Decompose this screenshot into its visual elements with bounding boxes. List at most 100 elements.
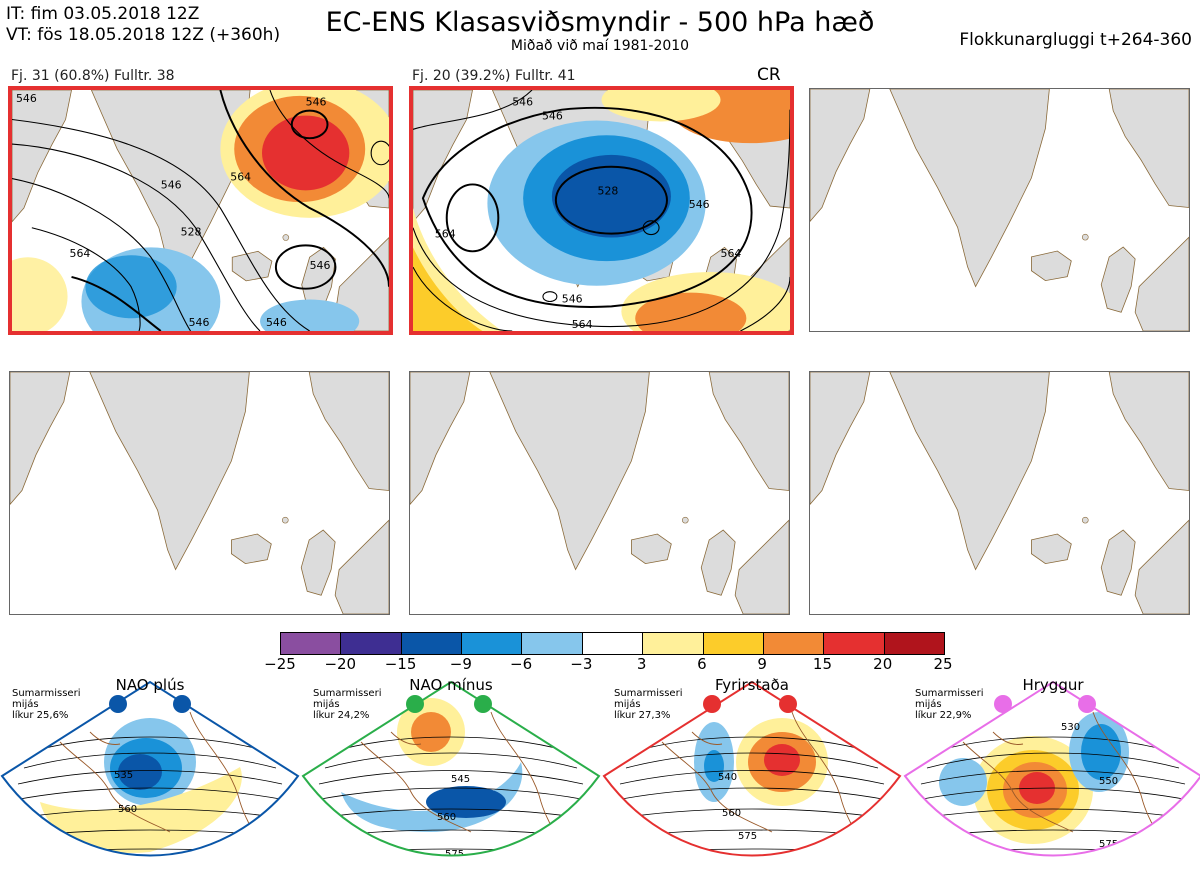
regime-contour-label: 550 <box>1099 776 1118 787</box>
regime-probability: líkur 25,6% <box>12 710 69 721</box>
cluster-panel-3 <box>809 88 1190 332</box>
contour-label: 546 <box>306 96 327 109</box>
colorbar <box>280 632 945 655</box>
contour-label: 546 <box>689 198 710 211</box>
regime-map: 545 560 575 <box>301 680 601 860</box>
regime-title: Hryggur <box>1022 676 1084 694</box>
colorbar-swatch <box>462 633 523 654</box>
regime-contour-label: 575 <box>445 849 464 860</box>
contour-label: 546 <box>161 178 182 191</box>
colorbar-tick-label: −9 <box>449 655 472 673</box>
regime-season: Sumarmisseri <box>313 688 382 699</box>
colorbar-tick-label: 3 <box>636 655 647 673</box>
empty-map-3 <box>810 89 1189 331</box>
panel-2-caption: Fj. 20 (39.2%) Fulltr. 41 <box>412 68 576 84</box>
regime-contour-label: 560 <box>118 804 137 815</box>
colorbar-tick-label: 20 <box>873 655 893 673</box>
contour-label: 546 <box>512 96 533 109</box>
regime-map: 540 560 575 <box>602 680 902 857</box>
empty-map-6 <box>810 372 1189 614</box>
regime-marker-dot <box>994 695 1012 713</box>
regime-marker-dot <box>109 695 127 713</box>
regime-probability: líkur 22,9% <box>915 710 972 721</box>
regime-contour-label: 530 <box>1061 722 1080 733</box>
panel-1-caption: Fj. 31 (60.8%) Fulltr. 38 <box>11 68 175 84</box>
regime-panel: 545 560 575 NAO mínus Sumarmisseri mijás l… <box>301 672 601 871</box>
regime-marker-dot <box>1078 695 1096 713</box>
contour-label: 546 <box>310 259 331 272</box>
contour-label: 546 <box>266 316 287 329</box>
valid-time: VT: fös 18.05.2018 12Z (+360h) <box>6 25 281 45</box>
initial-time: IT: fim 03.05.2018 12Z <box>6 4 200 24</box>
regime-season: Sumarmisseri <box>614 688 683 699</box>
cluster-panel-6 <box>809 371 1190 615</box>
colorbar-swatch <box>643 633 704 654</box>
cluster-panel-4 <box>9 371 390 615</box>
regime-marker-dot <box>173 695 191 713</box>
contour-label: 546 <box>542 110 563 123</box>
contour-label: 546 <box>562 293 583 306</box>
colorbar-swatch <box>582 633 644 654</box>
regime-marker-dot <box>703 695 721 713</box>
colorbar-tick-label: 9 <box>757 655 767 673</box>
regime-title: NAO plús <box>115 676 185 694</box>
colorbar-swatch <box>401 633 463 654</box>
cluster-panel-5 <box>409 371 790 615</box>
colorbar-swatch <box>824 633 885 654</box>
regime-mean: mijás <box>313 699 340 710</box>
regime-map: 535 560 <box>0 680 300 857</box>
cluster-panel-2: 546 528 546 564 546 564 546 564 <box>409 86 794 335</box>
cluster-map-2: 546 528 546 564 546 564 546 564 <box>413 90 790 331</box>
regime-panel: 540 560 575 Fyrirstaða Sumarmisseri mijás … <box>602 672 902 871</box>
regime-panel: 535 560 NAO plús Sumarmisseri mijás líkur… <box>0 672 300 871</box>
contour-label: 564 <box>572 318 593 331</box>
regime-contour-label: 560 <box>437 812 456 823</box>
colorbar-swatch <box>763 633 825 654</box>
colorbar-swatch <box>341 633 402 654</box>
regime-contour-label: 575 <box>1099 839 1118 850</box>
colorbar-tick-label: −20 <box>324 655 357 673</box>
regime-contour-label: 575 <box>738 831 757 842</box>
regime-map: 530 550 575 <box>903 680 1200 857</box>
colorbar-tick-label: −15 <box>384 655 417 673</box>
regime-stats: Sumarmisseri mijás líkur 27,3% <box>614 688 682 721</box>
regime-contour-label: 535 <box>114 770 133 781</box>
regime-probability: líkur 27,3% <box>614 710 671 721</box>
header-info: IT: fim 03.05.2018 12Z VT: fös 18.05.201… <box>6 4 280 46</box>
contour-label: 564 <box>721 247 742 260</box>
page-subtitle: Miðað við maí 1981-2010 <box>510 38 690 54</box>
regime-panel: 530 550 575 Hryggur Sumarmisseri mijás lík… <box>903 672 1200 871</box>
contour-label: 546 <box>16 92 37 105</box>
regime-marker-dot <box>779 695 797 713</box>
contour-label: 564 <box>435 228 456 241</box>
colorbar-tick-label: −25 <box>264 655 296 673</box>
regime-stats: Sumarmisseri mijás líkur 25,6% <box>12 688 80 721</box>
colorbar-tick-label: 15 <box>812 655 832 673</box>
contour-label: 546 <box>189 316 210 329</box>
regime-probability: líkur 24,2% <box>313 710 370 721</box>
contour-label: 564 <box>70 247 91 260</box>
colorbar-swatch <box>522 633 583 654</box>
regime-stats: Sumarmisseri mijás líkur 22,9% <box>915 688 983 721</box>
regime-mean: mijás <box>915 699 942 710</box>
colorbar-tick-label: −3 <box>570 655 593 673</box>
empty-map-4 <box>10 372 389 614</box>
regime-title: NAO mínus <box>409 676 493 694</box>
colorbar-swatch <box>281 633 342 654</box>
panel-2-tag: CR <box>757 65 781 85</box>
regime-marker-dot <box>406 695 424 713</box>
regime-mean: mijás <box>614 699 641 710</box>
regime-season: Sumarmisseri <box>12 688 81 699</box>
colorbar-swatch <box>703 633 764 654</box>
colorbar-tick-label: 25 <box>933 655 953 673</box>
page-title: EC-ENS Klasasviðsmyndir - 500 hPa hæð <box>325 7 875 38</box>
regime-contour-label: 560 <box>722 808 741 819</box>
classification-window: Flokkunargluggi t+264-360 <box>959 30 1192 50</box>
regime-contour-label: 545 <box>451 774 470 785</box>
colorbar-tick-label: −6 <box>510 655 533 673</box>
contour-label: 528 <box>598 184 619 197</box>
regime-mean: mijás <box>12 699 39 710</box>
cluster-panel-1: 546 546 528 564 546 546 564 546 546 <box>8 86 393 335</box>
regime-title: Fyrirstaða <box>715 676 789 694</box>
regime-marker-dot <box>474 695 492 713</box>
